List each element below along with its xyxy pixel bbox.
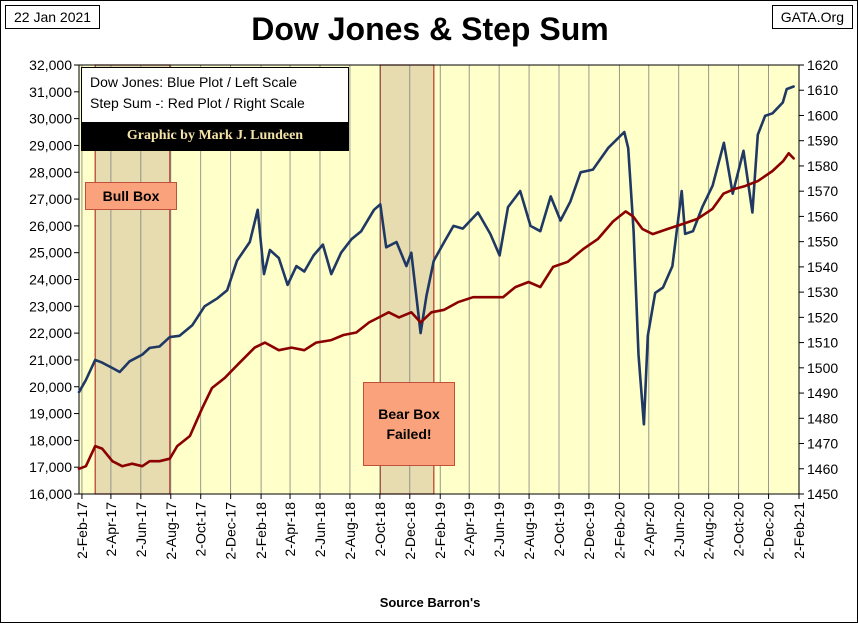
y-right-tick-label: 1570 xyxy=(807,183,838,199)
y-right-tick-label: 1470 xyxy=(807,436,838,452)
y-left-tick-label: 26,000 xyxy=(29,218,72,234)
date-label: 22 Jan 2021 xyxy=(5,5,101,29)
x-tick-label: 2-Jun-19 xyxy=(491,502,507,557)
y-right-tick-label: 1540 xyxy=(807,259,838,275)
x-tick-label: 2-Apr-19 xyxy=(461,502,477,557)
x-tick-label: 2-Apr-18 xyxy=(282,502,298,557)
x-tick-label: 2-Aug-19 xyxy=(521,502,537,560)
y-left-tick-label: 20,000 xyxy=(29,379,72,395)
legend-dow-entry: Dow Jones: Blue Plot / Left Scale xyxy=(90,74,297,90)
x-tick-label: 2-Feb-20 xyxy=(611,502,627,559)
bull-box-label: Bull Box xyxy=(102,188,160,204)
y-right-tick-label: 1460 xyxy=(807,461,838,477)
x-tick-label: 2-Feb-21 xyxy=(791,502,807,559)
bear-box-label-line1: Bear Box xyxy=(378,406,440,422)
x-tick-label: 2-Apr-17 xyxy=(103,502,119,557)
legend-step-sum-entry: Step Sum -: Red Plot / Right Scale xyxy=(90,95,305,111)
x-tick-label: 2-Oct-18 xyxy=(372,502,388,557)
x-tick-label: 2-Feb-19 xyxy=(432,502,448,559)
y-left-tick-label: 21,000 xyxy=(29,352,72,368)
source-label: Source Barron's xyxy=(379,595,481,610)
y-right-tick-label: 1490 xyxy=(807,385,838,401)
x-tick-label: 2-Feb-18 xyxy=(253,502,269,559)
y-left-tick-label: 23,000 xyxy=(29,298,72,314)
y-left-tick-label: 31,000 xyxy=(29,84,72,100)
x-tick-label: 2-Apr-20 xyxy=(641,502,657,557)
x-tick-label: 2-Jun-18 xyxy=(312,502,328,557)
y-right-tick-label: 1530 xyxy=(807,284,838,300)
x-tick-label: 2-Jun-20 xyxy=(671,502,687,557)
step-sum-line xyxy=(77,152,795,471)
y-left-tick-label: 17,000 xyxy=(29,459,72,475)
y-right-tick-label: 1550 xyxy=(807,234,838,250)
y-left-tick-label: 27,000 xyxy=(29,191,72,207)
y-right-tick-label: 1520 xyxy=(807,309,838,325)
y-left-tick-label: 25,000 xyxy=(29,245,72,261)
x-tick-label: 2-Aug-17 xyxy=(163,502,179,560)
bear-box-callout: Bear Box Failed! xyxy=(363,382,455,466)
y-left-tick-label: 32,000 xyxy=(29,57,72,73)
y-left-tick-label: 19,000 xyxy=(29,406,72,422)
y-left-tick-label: 18,000 xyxy=(29,432,72,448)
x-tick-label: 2-Oct-17 xyxy=(193,502,209,557)
y-right-tick-label: 1600 xyxy=(807,107,838,123)
bear-box-label-line2: Failed! xyxy=(386,426,432,442)
chart-title: Dow Jones & Step Sum xyxy=(251,11,609,47)
dow-jones-line xyxy=(77,85,795,426)
y-right-tick-label: 1480 xyxy=(807,410,838,426)
x-tick-label: 2-Oct-20 xyxy=(731,502,747,557)
site-label: GATA.Org xyxy=(771,5,853,29)
y-right-tick-label: 1450 xyxy=(807,486,838,502)
y-right-tick-label: 1580 xyxy=(807,158,838,174)
y-right-tick-label: 1590 xyxy=(807,133,838,149)
x-tick-label: 2-Dec-18 xyxy=(402,502,418,560)
y-right-tick-label: 1620 xyxy=(807,57,838,73)
x-tick-label: 2-Oct-19 xyxy=(551,502,567,557)
y-right-tick-label: 1610 xyxy=(807,82,838,98)
x-tick-label: 2-Aug-20 xyxy=(701,502,717,560)
y-right-tick-label: 1510 xyxy=(807,335,838,351)
y-left-tick-label: 28,000 xyxy=(29,164,72,180)
x-tick-label: 2-Dec-17 xyxy=(223,502,239,560)
x-tick-label: 2-Jun-17 xyxy=(133,502,149,557)
x-tick-label: 2-Aug-18 xyxy=(342,502,358,560)
bull-box-callout: Bull Box xyxy=(85,182,177,210)
y-left-tick-label: 30,000 xyxy=(29,111,72,127)
x-tick-label: 2-Dec-20 xyxy=(761,502,777,560)
author-credit: Graphic by Mark J. Lundeen xyxy=(82,122,348,150)
x-tick-label: 2-Feb-17 xyxy=(74,502,90,559)
legend-box: Dow Jones: Blue Plot / Left Scale Step S… xyxy=(81,67,349,151)
y-right-tick-label: 1560 xyxy=(807,208,838,224)
y-left-tick-label: 16,000 xyxy=(29,486,72,502)
y-left-tick-label: 22,000 xyxy=(29,325,72,341)
x-tick-label: 2-Dec-19 xyxy=(581,502,597,560)
y-left-tick-label: 24,000 xyxy=(29,272,72,288)
y-left-tick-label: 29,000 xyxy=(29,137,72,153)
y-right-tick-label: 1500 xyxy=(807,360,838,376)
